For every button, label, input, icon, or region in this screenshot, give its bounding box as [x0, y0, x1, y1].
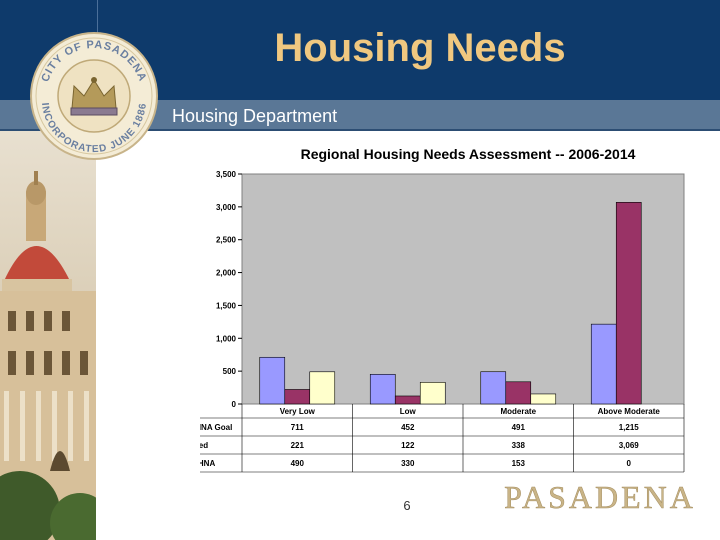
pasadena-logo: PASADENA: [504, 479, 696, 516]
category-label: Above Moderate: [598, 407, 661, 416]
y-tick-label: 0: [232, 400, 237, 409]
data-label: 0: [627, 459, 632, 468]
y-axis: 0 500 1,000 1,500 2,000 2,500 3,000 3,500: [216, 170, 242, 409]
y-tick-label: 3,500: [216, 170, 237, 179]
category-label: Low: [400, 407, 417, 416]
data-label: 711: [291, 423, 304, 432]
bar-goal: [369, 373, 396, 405]
y-tick-label: 2,000: [216, 269, 237, 278]
category-label: Very Low: [280, 407, 316, 416]
bar-goal: [259, 356, 286, 405]
bar-produced: [284, 389, 311, 405]
page-number: 6: [403, 498, 411, 513]
bar-produced: [615, 202, 642, 405]
y-tick-label: 2,500: [216, 236, 237, 245]
y-tick-label: 1,500: [216, 301, 237, 310]
subheader-rule: [0, 129, 720, 131]
category-label: Moderate: [500, 407, 536, 416]
data-label: 153: [512, 459, 526, 468]
data-label: 452: [401, 423, 415, 432]
data-label: 122: [401, 441, 415, 450]
data-label: 338: [512, 441, 526, 450]
data-label: 221: [291, 441, 305, 450]
bar-remaining: [419, 382, 446, 405]
rhna-bar-chart: Regional Housing Needs Assessment -- 200…: [200, 140, 700, 480]
y-tick-label: 3,000: [216, 203, 237, 212]
legend-label: Remaining RHNA: [200, 459, 215, 468]
city-hall-image: [0, 131, 96, 540]
bars-group: [259, 202, 642, 405]
pasadena-logo-text: PASADENA: [504, 479, 696, 515]
data-table: Very Low Low Moderate Above Moderate 2006-20…: [200, 404, 685, 473]
slide-title: Housing Needs: [274, 26, 566, 70]
data-label: 490: [291, 459, 305, 468]
chart-title: Regional Housing Needs Assessment -- 200…: [301, 146, 636, 162]
bar-goal: [590, 323, 617, 405]
y-tick-label: 500: [223, 367, 237, 376]
slide-subtitle: Housing Department: [172, 106, 338, 126]
bar-remaining: [309, 371, 336, 405]
bar-goal: [480, 371, 507, 405]
legend-label: 2006-2014 RHNA Goal: [200, 423, 232, 432]
data-label: 3,069: [619, 441, 640, 450]
city-seal-logo: CITY OF PASADENA INCORPORATED JUNE 1886: [30, 32, 158, 160]
bar-produced: [505, 381, 532, 405]
y-tick-label: 1,000: [216, 334, 237, 343]
data-label: 491: [512, 423, 526, 432]
bar-produced: [394, 395, 421, 405]
bar-remaining: [530, 393, 557, 405]
legend-label: Units Produced: [200, 441, 208, 450]
data-label: 330: [401, 459, 415, 468]
data-label: 1,215: [619, 423, 640, 432]
